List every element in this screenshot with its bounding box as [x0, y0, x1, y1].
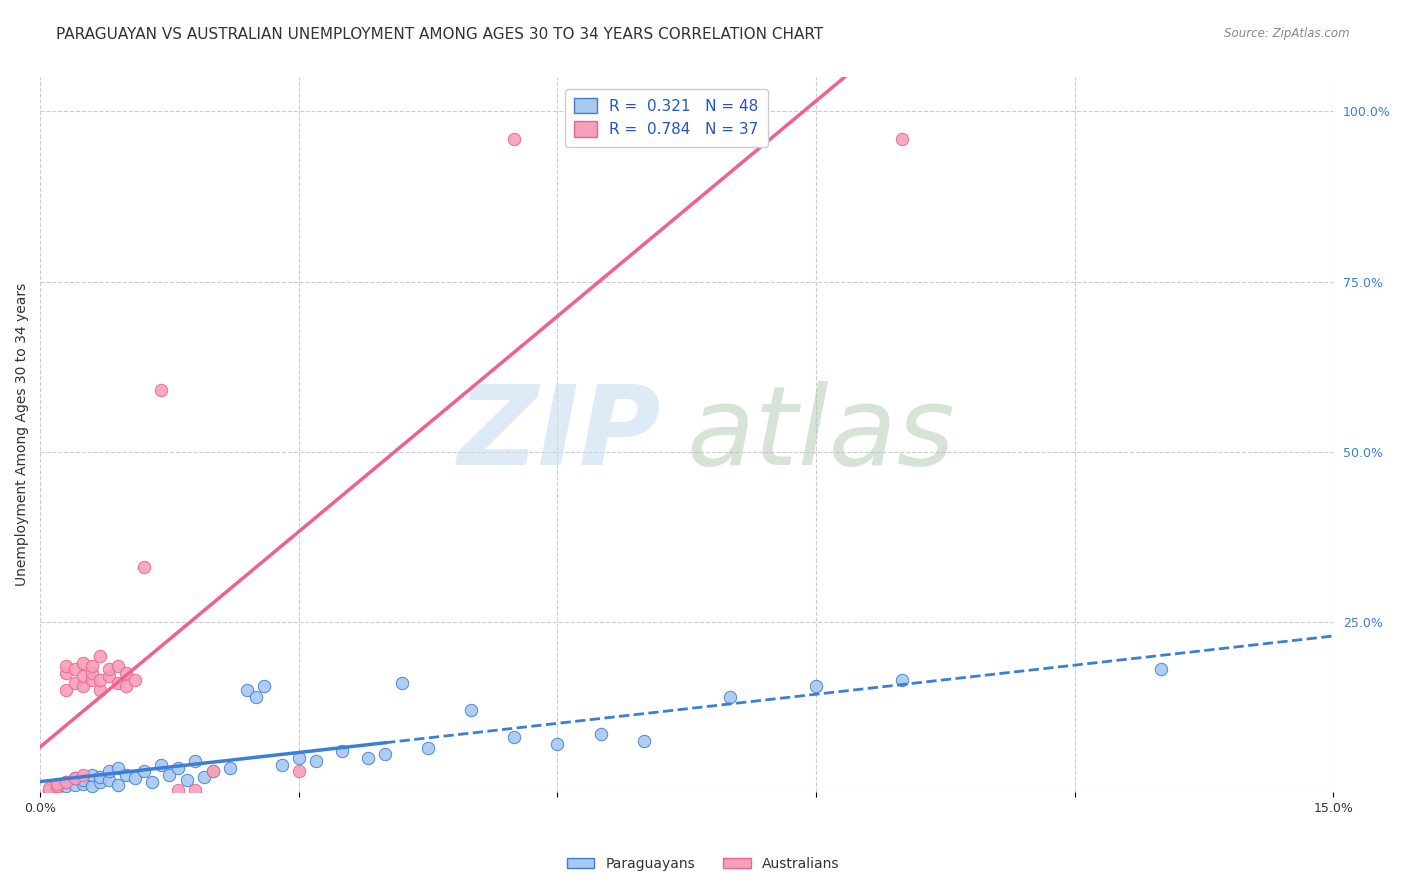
Point [115, 665, 138, 680]
Point [80, 665, 103, 680]
Point [218, 761, 240, 775]
Point [72, 656, 94, 670]
Legend: Paraguayans, Australians: Paraguayans, Australians [561, 851, 845, 876]
Text: atlas: atlas [686, 381, 956, 488]
Point [236, 682, 259, 697]
Point [80, 659, 103, 673]
Point [416, 740, 439, 755]
Point [245, 690, 267, 704]
Point [98, 662, 121, 676]
Point [589, 131, 612, 145]
Point [891, 131, 914, 145]
Point [589, 727, 612, 741]
Point [89, 682, 111, 697]
Point [80, 673, 103, 687]
Point [55, 774, 77, 789]
Point [374, 747, 396, 762]
Point [718, 690, 741, 704]
Point [107, 761, 129, 775]
Point [115, 768, 138, 782]
Point [55, 682, 77, 697]
Point [176, 772, 198, 787]
Point [184, 783, 207, 797]
Point [80, 768, 103, 782]
Point [1150, 662, 1173, 676]
Point [98, 772, 121, 787]
Point [184, 754, 207, 768]
Point [63, 771, 86, 785]
Point [55, 780, 77, 794]
Point [503, 131, 526, 145]
Point [201, 764, 224, 779]
Text: Source: ZipAtlas.com: Source: ZipAtlas.com [1225, 27, 1350, 40]
Point [72, 669, 94, 683]
Point [63, 778, 86, 792]
Point [98, 764, 121, 779]
Point [124, 771, 146, 785]
Point [167, 783, 190, 797]
Point [38, 783, 60, 797]
Point [55, 659, 77, 673]
Point [287, 751, 309, 765]
Point [72, 679, 94, 693]
Point [193, 770, 215, 784]
Point [63, 676, 86, 690]
Point [391, 676, 413, 690]
Point [89, 774, 111, 789]
Text: ZIP: ZIP [457, 381, 661, 488]
Point [891, 673, 914, 687]
Point [55, 774, 77, 789]
Point [132, 560, 155, 574]
Point [89, 673, 111, 687]
Point [201, 764, 224, 779]
Point [72, 777, 94, 791]
Point [63, 662, 86, 676]
Point [167, 761, 190, 775]
Point [253, 679, 276, 693]
Point [80, 780, 103, 794]
Point [46, 781, 69, 796]
Point [115, 679, 138, 693]
Point [46, 777, 69, 791]
Point [159, 768, 181, 782]
Point [633, 734, 655, 748]
Y-axis label: Unemployment Among Ages 30 to 34 years: Unemployment Among Ages 30 to 34 years [15, 283, 30, 586]
Point [270, 757, 292, 772]
Point [55, 665, 77, 680]
Point [98, 669, 121, 683]
Point [305, 754, 328, 768]
Point [503, 731, 526, 745]
Point [63, 771, 86, 785]
Point [357, 751, 380, 765]
Point [141, 774, 163, 789]
Point [38, 781, 60, 796]
Point [89, 648, 111, 663]
Point [107, 676, 129, 690]
Point [546, 737, 568, 751]
Legend: R =  0.321   N = 48, R =  0.784   N = 37: R = 0.321 N = 48, R = 0.784 N = 37 [565, 88, 768, 146]
Point [804, 679, 827, 693]
Point [149, 757, 172, 772]
Point [46, 780, 69, 794]
Point [149, 384, 172, 398]
Point [124, 673, 146, 687]
Point [72, 772, 94, 787]
Point [72, 768, 94, 782]
Point [89, 770, 111, 784]
Point [287, 764, 309, 779]
Point [132, 764, 155, 779]
Point [107, 659, 129, 673]
Point [330, 744, 353, 758]
Point [38, 783, 60, 797]
Point [460, 703, 482, 717]
Point [107, 778, 129, 792]
Text: PARAGUAYAN VS AUSTRALIAN UNEMPLOYMENT AMONG AGES 30 TO 34 YEARS CORRELATION CHAR: PARAGUAYAN VS AUSTRALIAN UNEMPLOYMENT AM… [56, 27, 824, 42]
